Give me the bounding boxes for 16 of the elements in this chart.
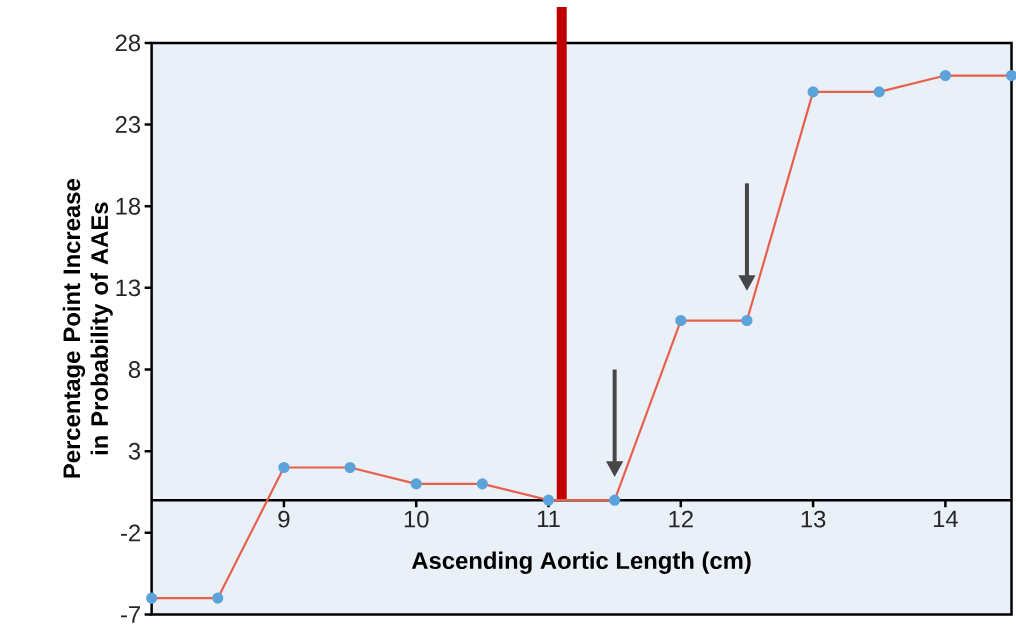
x-tick-label: 13 [801, 510, 826, 528]
y-tick-label: 3 [128, 442, 141, 460]
y-tick-label: 28 [115, 34, 141, 52]
y-tick-label: 23 [115, 116, 141, 133]
x-tick-label: 11 [537, 510, 560, 528]
y-tick-label: 13 [116, 279, 141, 297]
y-tick-label: -2 [120, 524, 140, 542]
x-tick-label: 10 [404, 510, 429, 528]
y-axis-title: Percentage Point Increase in Probability of AAEs [62, 179, 113, 478]
x-axis-title: Ascending Aortic Length (cm) [411, 551, 751, 574]
x-tick-label: 9 [278, 510, 290, 528]
x-tick-label: 12 [669, 510, 693, 528]
x-tick-label: 14 [933, 510, 958, 528]
y-tick-label: -7 [120, 606, 140, 623]
y-tick-label: 8 [128, 361, 141, 378]
y-tick-label: 18 [116, 197, 141, 215]
